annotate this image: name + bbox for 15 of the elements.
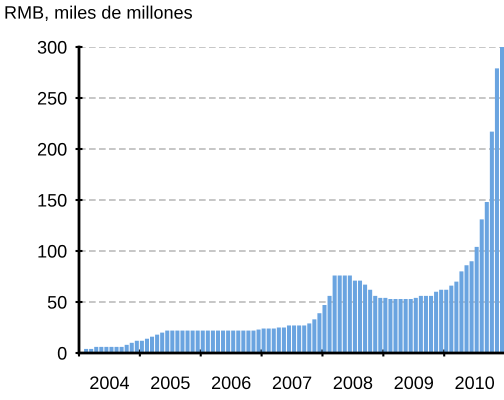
- y-tick-label: 300: [38, 40, 66, 54]
- x-tick-label: 2009: [394, 376, 433, 390]
- x-tick-label: 2005: [151, 376, 190, 390]
- x-tick-label: 2007: [272, 376, 312, 390]
- x-tick-label: 2010: [455, 376, 494, 390]
- y-tick-label: 250: [38, 92, 66, 105]
- y-tick-label: 100: [38, 244, 66, 258]
- y-tick-label: 0: [58, 346, 66, 360]
- x-tick-label: 2004: [90, 376, 129, 390]
- x-tick-label: 2008: [334, 376, 372, 390]
- y-axis-title: RMB, miles de millones: [5, 6, 192, 21]
- y-tick-label: 50: [48, 296, 66, 309]
- x-tick-label: 2006: [212, 376, 250, 390]
- y-tick-label: 150: [38, 194, 66, 207]
- y-tick-label: 200: [38, 142, 66, 156]
